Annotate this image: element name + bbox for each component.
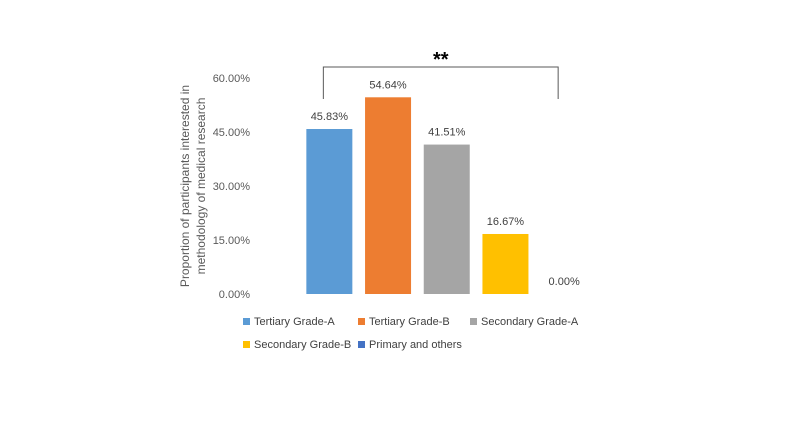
y-tick-label: 15.00%: [213, 235, 251, 247]
data-label: 16.67%: [487, 216, 525, 228]
bar: [423, 144, 470, 294]
y-axis-ticks: 0.00% 15.00% 30.00% 45.00% 60.00%: [213, 73, 251, 301]
legend: Tertiary Grade-A Tertiary Grade-B Secondar…: [243, 316, 579, 351]
y-tick-label: 30.00%: [213, 181, 251, 193]
data-label: 41.51%: [428, 127, 466, 139]
bar: [482, 233, 529, 294]
y-axis-title: Proportion of participants interested in…: [178, 85, 208, 287]
legend-label: Primary and others: [369, 339, 462, 351]
legend-swatch: [358, 341, 365, 348]
y-axis-title-line-1: Proportion of participants interested in: [178, 85, 192, 287]
data-label: 45.83%: [311, 111, 349, 123]
significance-bracket-line: [322, 66, 559, 99]
legend-label: Secondary Grade-A: [481, 316, 579, 328]
data-label: 54.64%: [369, 79, 407, 91]
y-axis-title-line-2: methodology of medical research: [194, 98, 208, 275]
bar: [306, 129, 353, 294]
bars: [306, 97, 529, 295]
legend-swatch: [243, 341, 250, 348]
data-labels: 45.83% 54.64% 41.51% 16.67% 0.00%: [311, 79, 580, 288]
y-tick-label: 0.00%: [219, 289, 250, 301]
y-tick-label: 60.00%: [213, 73, 251, 85]
significance-bracket: **: [322, 49, 559, 99]
bar: [365, 97, 412, 295]
significance-label: **: [433, 49, 449, 71]
legend-swatch: [358, 318, 365, 325]
legend-swatch: [243, 318, 250, 325]
legend-label: Secondary Grade-B: [254, 339, 351, 351]
y-tick-label: 45.00%: [213, 127, 251, 139]
legend-swatch: [470, 318, 477, 325]
legend-label: Tertiary Grade-B: [369, 316, 450, 328]
legend-label: Tertiary Grade-A: [254, 316, 335, 328]
data-label: 0.00%: [549, 276, 580, 288]
